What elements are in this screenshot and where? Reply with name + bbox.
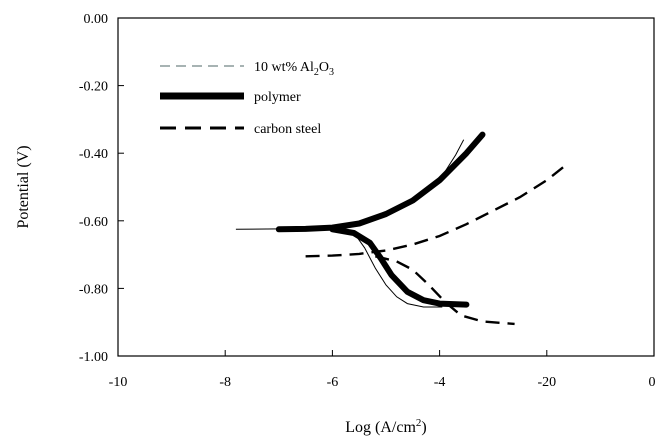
- legend-text-part: 10 wt% Al: [254, 60, 314, 75]
- series-carbon-steel: [305, 162, 569, 326]
- legend: 10 wt% Al2O3 polymer carbon steel: [160, 60, 334, 137]
- x-tick-label: -20: [537, 375, 556, 390]
- legend-label-10-wt-al2o3: 10 wt% Al2O3: [254, 60, 334, 78]
- legend-subscript: 2: [314, 67, 319, 78]
- y-axis-ticks: 0.00 -0.20 -0.40 -0.60 -0.80 -1.00: [79, 12, 124, 365]
- y-tick-label: -0.40: [79, 147, 108, 162]
- x-axis-label-text: Log (A/cm: [345, 419, 416, 436]
- x-axis-label-tail: ): [421, 419, 426, 436]
- y-axis-label: Potential (V): [15, 145, 32, 228]
- series-polymer: [275, 131, 486, 308]
- series-layer: [235, 131, 569, 326]
- legend-label-polymer: polymer: [254, 90, 301, 105]
- series-line-carbon-steel-cathodic: [375, 255, 515, 326]
- series-line-carbon-steel-anodic: [305, 162, 569, 258]
- legend-label-carbon-steel: carbon steel: [254, 122, 321, 137]
- y-tick-label: -0.80: [79, 282, 108, 297]
- legend-text-part: O: [319, 60, 329, 75]
- x-tick-label: 0: [649, 375, 656, 390]
- x-axis-ticks: -10 -8 -6 -4 -20 0: [109, 350, 656, 390]
- y-tick-label: -0.60: [79, 215, 108, 230]
- y-tick-label: 0.00: [84, 12, 109, 27]
- plot-frame: [117, 17, 655, 357]
- x-tick-label: -6: [327, 375, 339, 390]
- y-tick-label: -0.20: [79, 80, 108, 95]
- x-tick-label: -10: [109, 375, 128, 390]
- x-tick-label: -8: [219, 375, 231, 390]
- series-line-polymer-anodic: [275, 131, 486, 233]
- legend-subscript: 3: [329, 67, 334, 78]
- x-axis-label: Log (A/cm2): [345, 417, 426, 436]
- x-tick-label: -4: [434, 375, 446, 390]
- x-axis-label-superscript: 2: [416, 417, 422, 429]
- series-line-polymer-cathodic: [329, 226, 470, 308]
- y-tick-label: -1.00: [79, 350, 108, 365]
